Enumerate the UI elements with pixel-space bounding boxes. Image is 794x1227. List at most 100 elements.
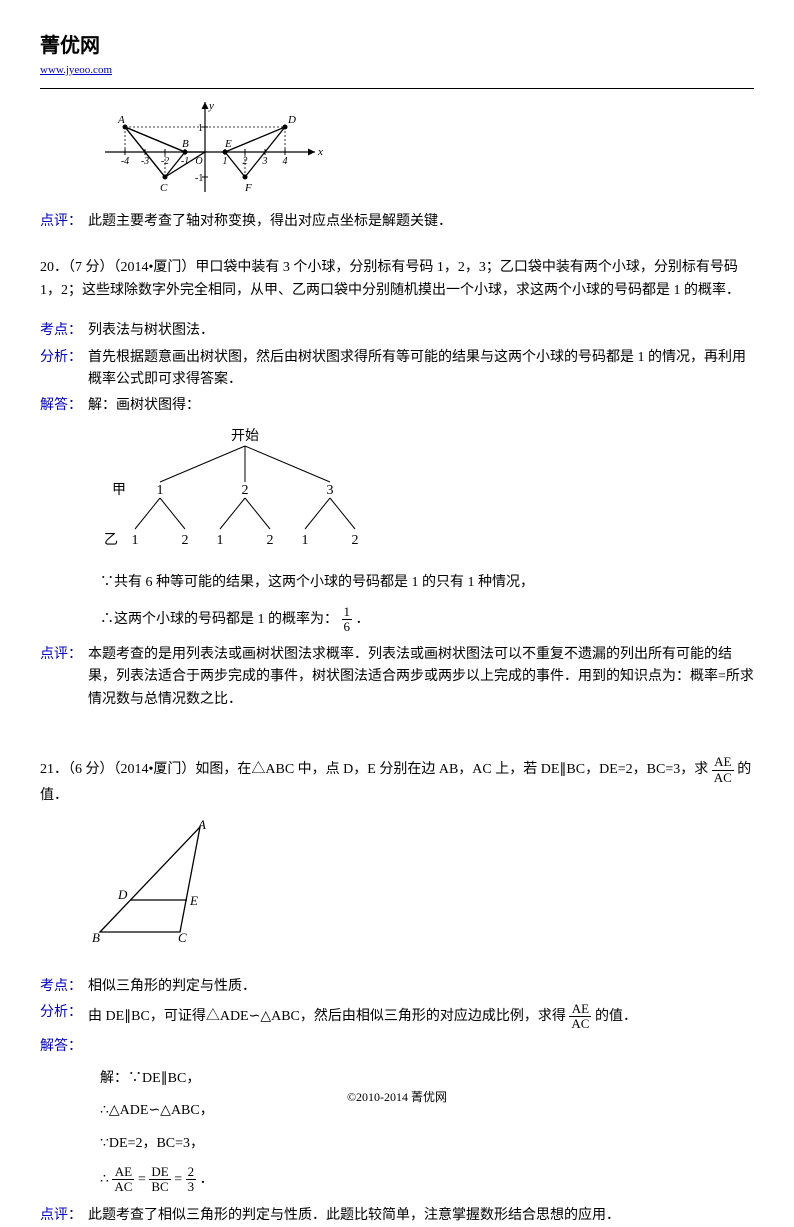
tree-svg: 开始 1 2 3 1 2 1 2 1 2 甲 乙 <box>100 424 420 554</box>
dianping-text: 此题考查了相似三角形的判定与性质．此题比较简单，注意掌握数形结合思想的应用． <box>88 1205 754 1227</box>
svg-text:x: x <box>317 146 323 158</box>
kaodian-label: 考点： <box>40 320 88 342</box>
site-url: www.jyeoo.com <box>40 62 754 80</box>
frac-den: AC <box>112 1180 134 1194</box>
jieda-label: 解答： <box>40 1036 88 1058</box>
svg-text:-2: -2 <box>161 156 169 167</box>
q21-text: 21．（6 分）（2014•厦门）如图，在△ABC 中，点 D，E 分别在边 A… <box>40 755 754 807</box>
frac-num: AE <box>569 1002 591 1017</box>
svg-text:1: 1 <box>198 123 203 134</box>
kaodian-text: 列表法与树状图法． <box>88 320 754 342</box>
svg-text:D: D <box>117 887 128 902</box>
svg-text:E: E <box>189 893 198 908</box>
s4-eq2: = <box>174 1172 182 1187</box>
frac-den: BC <box>149 1180 170 1194</box>
svg-text:y: y <box>208 100 214 112</box>
frac-den: 3 <box>186 1180 197 1194</box>
svg-text:F: F <box>244 182 252 194</box>
svg-text:4: 4 <box>283 156 288 167</box>
fenxi-label: 分析： <box>40 347 88 392</box>
q20-kaodian: 考点： 列表法与树状图法． <box>40 320 754 342</box>
svg-text:1: 1 <box>157 483 164 498</box>
jieda-label: 解答： <box>40 395 88 417</box>
q20-dianping: 点评： 本题考查的是用列表法或画树状图法求概率．列表法或画树状图法可以不重复不遗… <box>40 644 754 711</box>
tree-diagram: 开始 1 2 3 1 2 1 2 1 2 甲 乙 <box>100 424 754 562</box>
dianping-label: 点评： <box>40 644 88 711</box>
q21-frac: AE AC <box>712 755 734 785</box>
frac-num: 2 <box>186 1165 197 1180</box>
fenxi-pre: 由 DE∥BC，可证得△ADE∽△ABC，然后由相似三角形的对应边成比例，求得 <box>88 1009 566 1024</box>
svg-text:2: 2 <box>267 533 274 548</box>
svg-text:-1: -1 <box>181 156 189 167</box>
q20-line2: ∴这两个小球的号码都是 1 的概率为： 1 6 ． <box>100 605 754 635</box>
q20-fenxi: 分析： 首先根据题意画出树状图，然后由树状图求得所有等可能的结果与这两个小球的号… <box>40 347 754 392</box>
q21-pre: 21．（6 分）（2014•厦门）如图，在△ABC 中，点 D，E 分别在边 A… <box>40 762 708 777</box>
dianping-label: 点评： <box>40 1205 88 1227</box>
s4-f2: DE BC <box>149 1165 170 1195</box>
q21-s3: ∵DE=2，BC=3， <box>100 1133 754 1155</box>
fenxi-label: 分析： <box>40 1002 88 1032</box>
svg-text:-1: -1 <box>195 173 203 184</box>
jieda-text: 解：画树状图得： <box>88 395 754 417</box>
svg-text:-4: -4 <box>121 156 129 167</box>
svg-text:-3: -3 <box>141 156 149 167</box>
q21-dianping: 点评： 此题考查了相似三角形的判定与性质．此题比较简单，注意掌握数形结合思想的应… <box>40 1205 754 1227</box>
s4-f3: 2 3 <box>186 1165 197 1195</box>
q21-fenxi: 分析： 由 DE∥BC，可证得△ADE∽△ABC，然后由相似三角形的对应边成比例… <box>40 1002 754 1032</box>
q21-s4: ∴ AE AC = DE BC = 2 3 ． <box>100 1165 754 1195</box>
frac-den: AC <box>712 771 734 785</box>
q20-text: 20．（7 分）（2014•厦门）甲口袋中装有 3 个小球，分别标有号码 1，2… <box>40 257 754 302</box>
comment-row: 点评： 此题主要考查了轴对称变换，得出对应点坐标是解题关键． <box>40 211 754 233</box>
q20-line2-pre: ∴这两个小球的号码都是 1 的概率为： <box>100 612 338 627</box>
fenxi-frac: AE AC <box>569 1002 591 1032</box>
comment-text: 此题主要考查了轴对称变换，得出对应点坐标是解题关键． <box>88 211 754 233</box>
q21-kaodian: 考点： 相似三角形的判定与性质． <box>40 976 754 998</box>
jia-label: 甲 <box>112 483 126 498</box>
svg-text:1: 1 <box>223 156 228 167</box>
header-divider <box>40 88 754 89</box>
svg-text:1: 1 <box>217 533 224 548</box>
triangle-svg: A B C D E <box>90 817 250 947</box>
fenxi-post: 的值． <box>595 1009 637 1024</box>
graph-svg: -4-3-2-1 1234 O 1 -1 x y ABC DEF <box>100 97 330 197</box>
page-header: 菁优网 www.jyeoo.com <box>40 30 754 80</box>
svg-text:3: 3 <box>262 156 268 167</box>
tree-start: 开始 <box>231 428 259 444</box>
frac-den: AC <box>569 1017 591 1031</box>
svg-text:1: 1 <box>302 533 309 548</box>
svg-text:B: B <box>92 930 100 945</box>
coordinate-graph: -4-3-2-1 1234 O 1 -1 x y ABC DEF <box>100 97 754 205</box>
svg-text:D: D <box>287 114 296 126</box>
svg-text:2: 2 <box>242 483 249 498</box>
svg-text:A: A <box>117 114 125 126</box>
s4-pre: ∴ <box>100 1172 109 1187</box>
q20-line1: ∵共有 6 种等可能的结果，这两个小球的号码都是 1 的只有 1 种情况， <box>100 572 754 594</box>
svg-text:B: B <box>182 138 189 150</box>
svg-text:2: 2 <box>243 156 248 167</box>
triangle-figure: A B C D E <box>90 817 754 955</box>
q20-jieda: 解答： 解：画树状图得： <box>40 395 754 417</box>
svg-text:C: C <box>160 182 168 194</box>
q20-line2-post: ． <box>356 612 370 627</box>
fenxi-text: 首先根据题意画出树状图，然后由树状图求得所有等可能的结果与这两个小球的号码都是 … <box>88 347 754 392</box>
q20-frac: 1 6 <box>342 605 353 635</box>
dianping-text: 本题考查的是用列表法或画树状图法求概率．列表法或画树状图法可以不重复不遗漏的列出… <box>88 644 754 711</box>
comment-label: 点评： <box>40 211 88 233</box>
s4-eq1: = <box>138 1172 146 1187</box>
yi-label: 乙 <box>104 532 118 548</box>
svg-text:E: E <box>224 138 232 150</box>
frac-den: 6 <box>342 620 353 634</box>
page-footer: ©2010-2014 菁优网 <box>0 1088 794 1107</box>
svg-text:2: 2 <box>352 533 359 548</box>
frac-num: AE <box>712 755 734 770</box>
s4-f1: AE AC <box>112 1165 134 1195</box>
svg-text:2: 2 <box>182 533 189 548</box>
frac-num: 1 <box>342 605 353 620</box>
frac-num: AE <box>112 1165 134 1180</box>
kaodian-label: 考点： <box>40 976 88 998</box>
svg-text:3: 3 <box>327 483 334 498</box>
s4-post: ． <box>200 1172 214 1187</box>
frac-num: DE <box>149 1165 170 1180</box>
site-name: 菁优网 <box>40 30 754 62</box>
svg-text:1: 1 <box>132 533 139 548</box>
